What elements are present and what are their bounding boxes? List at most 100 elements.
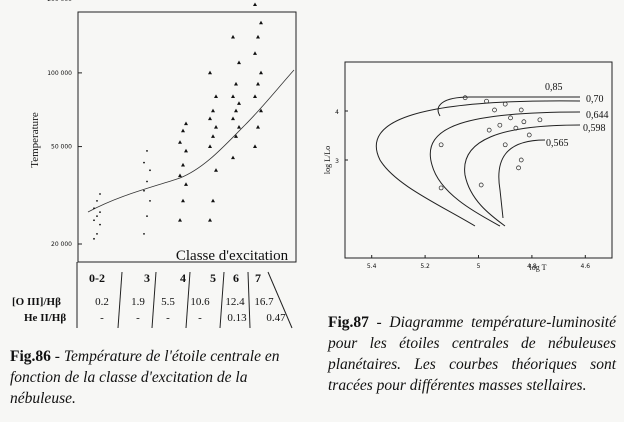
data-point [521,119,527,125]
fig86-frame [77,11,297,263]
data-point [143,189,145,192]
data-point [149,169,151,172]
data-point [143,232,145,235]
data-point [184,148,188,153]
data-point [231,155,235,160]
data-point [178,140,182,144]
data-point [492,107,497,113]
data-point [143,161,145,164]
table-cell: 0.2 [95,296,109,308]
caption-label: Fig.86 [10,348,51,365]
data-point [146,180,148,183]
x-category-label: 7 [255,271,261,285]
data-point [462,95,468,101]
track-label: 0,644 [586,110,609,121]
data-point [502,142,508,148]
data-point [438,185,444,191]
data-point [93,207,95,210]
track-label: 0,85 [545,82,563,93]
x-category-label: 3 [144,271,150,285]
fig87-frame [344,61,613,259]
data-point [259,70,263,75]
data-point [526,132,532,138]
y-tick-label: 200 000 [47,0,72,3]
table-cell: 0.13 [227,312,247,324]
data-point [234,81,238,86]
data-point [181,162,185,167]
data-point [516,165,521,171]
data-point [478,182,484,188]
data-point [146,215,148,218]
fig87-caption: Fig.87 - Diagramme température-luminosit… [328,314,616,394]
data-point [253,51,257,55]
data-point [208,116,212,121]
data-point [99,223,101,226]
data-point [237,124,241,129]
data-point [231,116,235,121]
table-cell: 12.4 [225,296,245,308]
y-tick-label: 20 000 [51,241,72,248]
table-cell: 10.6 [190,296,210,308]
data-point [518,107,524,113]
x-category-label: 4 [180,271,186,285]
data-point [237,101,241,105]
y-tick-label: 3 [335,158,339,165]
data-point [237,60,241,65]
caption-label: Fig.87 [328,314,369,331]
data-point [99,193,101,195]
x-tick-label: 4.8 [527,263,537,270]
data-point [184,121,188,126]
data-point [93,219,95,222]
data-point [214,94,218,99]
table-cell: - [136,312,140,324]
data-point [211,108,215,113]
data-point [184,182,188,186]
data-point [234,108,238,113]
x-tick-label: 5 [477,263,481,270]
table-lines [76,262,293,329]
table-cell: 1.9 [131,296,145,308]
data-point [208,144,212,148]
x-axis-title: Classe d'excitation [176,248,289,264]
data-point [438,142,444,148]
y-tick-label: 100 000 [47,70,72,77]
table-cell: 5.5 [161,296,175,308]
y-tick-label: 50 000 [51,144,72,151]
caption-text: Diagramme température-luminosité pour le… [328,314,616,394]
data-point [259,108,263,113]
x-tick-label: 5.2 [420,263,430,270]
data-point [231,34,235,39]
data-point [484,98,489,104]
y-axis-title: log L/Lo [323,146,332,174]
data-point [214,168,218,172]
row-label: [O III]/Hβ [12,296,61,308]
data-point [208,218,212,222]
data-point [178,218,182,222]
track-label: 0,565 [546,138,569,149]
row-label: He II/Hβ [24,312,66,324]
data-point [253,144,257,148]
data-point [497,122,503,128]
data-point [253,94,257,99]
data-point [234,134,238,138]
track-label: 0,598 [583,123,606,134]
data-point [181,128,185,133]
x-category-label: 5 [210,271,216,285]
data-point [211,198,215,203]
data-point [149,199,151,202]
table-cell: 16.7 [254,296,274,308]
data-point [518,157,524,163]
track-label: 0,70 [586,94,604,105]
data-point [513,125,519,131]
data-point [502,101,508,107]
data-point [259,20,263,25]
data-point [99,211,101,213]
data-point [96,232,98,235]
data-point [146,150,148,152]
data-point [214,124,218,129]
y-tick-label: 4 [335,109,339,116]
table-cell: 0.47 [266,312,286,324]
fig86-caption: Fig.86 - Température de l'étoile central… [10,348,280,407]
data-point [181,198,185,203]
x-axis-title: log T [530,263,547,272]
